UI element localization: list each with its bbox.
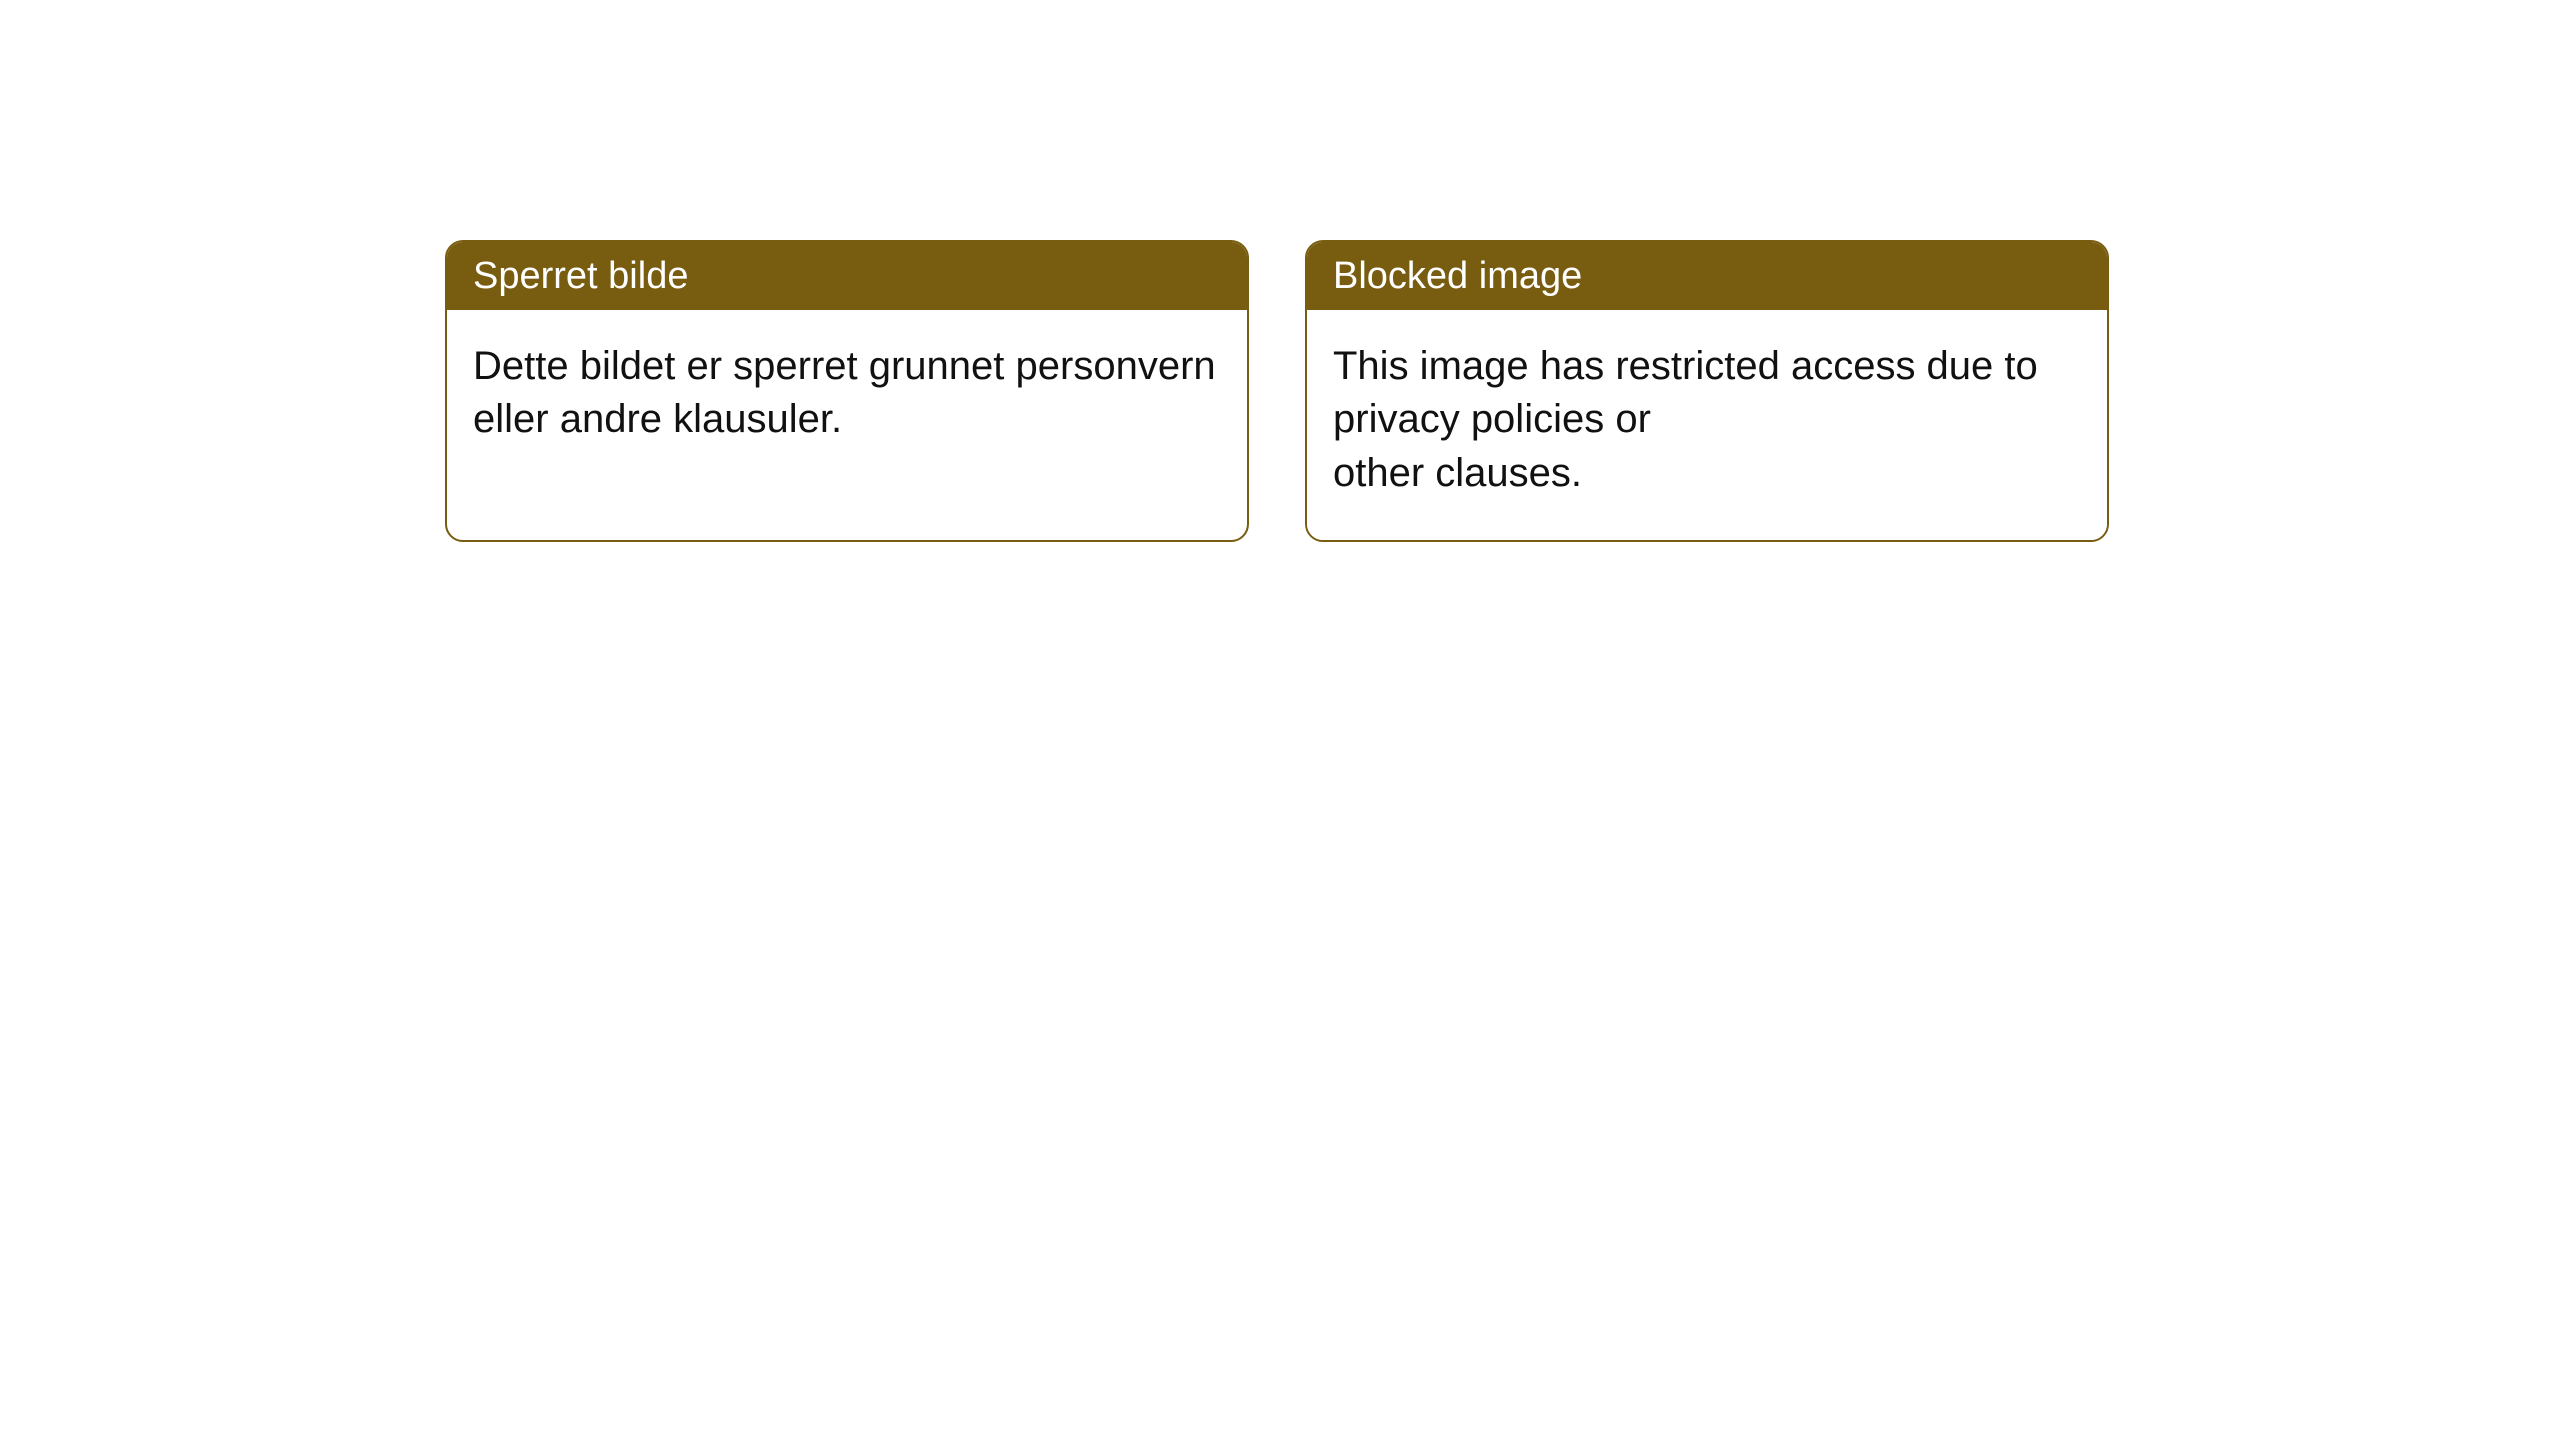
notice-card-header: Sperret bilde [447, 242, 1247, 310]
notice-card-body: Dette bildet er sperret grunnet personve… [447, 310, 1247, 510]
notice-card-header: Blocked image [1307, 242, 2107, 310]
notice-card-english: Blocked image This image has restricted … [1305, 240, 2109, 542]
notice-cards-container: Sperret bilde Dette bildet er sperret gr… [445, 240, 2109, 542]
notice-card-norwegian: Sperret bilde Dette bildet er sperret gr… [445, 240, 1249, 542]
notice-card-body: This image has restricted access due to … [1307, 310, 2107, 541]
